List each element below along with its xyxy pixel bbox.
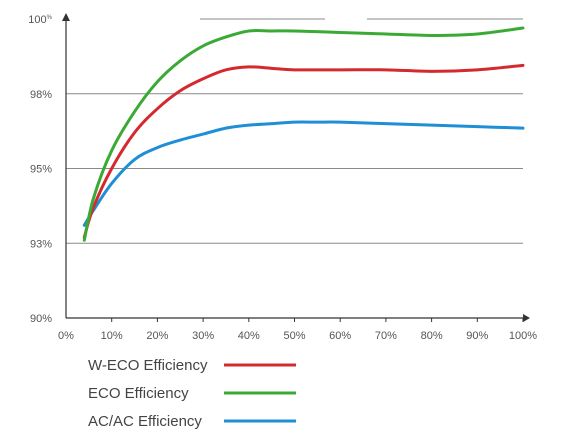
- x-tick-label: 30%: [192, 330, 214, 342]
- legend-label-eco-efficiency: ECO Efficiency: [88, 385, 189, 402]
- x-tick-label: 40%: [238, 330, 260, 342]
- series-line-w-eco-efficiency: [82, 63, 525, 239]
- x-tick-label: 90%: [466, 330, 488, 342]
- x-tick-label: 10%: [101, 330, 123, 342]
- x-tick-label: 100%: [509, 330, 537, 342]
- y-tick-label: 100%: [28, 14, 52, 26]
- grid-layer: [66, 18, 523, 244]
- y-tick-label: 90%: [30, 313, 52, 325]
- x-axis-arrow-icon: [523, 314, 530, 322]
- x-tick-label: 70%: [375, 330, 397, 342]
- y-tick-label: 93%: [30, 238, 52, 250]
- series-line-eco-efficiency: [82, 26, 525, 242]
- axis-layer: [62, 13, 530, 322]
- legend: W-ECO Efficiency ECO Efficiency AC/AC Effi…: [88, 357, 296, 430]
- y-tick-label: 98%: [30, 89, 52, 101]
- tick-label-layer: 0% 10% 20% 30% 40% 50% 60% 70% 80% 90% 100% 90% 93% 9…: [28, 14, 537, 342]
- legend-label-w-eco-efficiency: W-ECO Efficiency: [88, 357, 208, 374]
- legend-label-ac-ac-efficiency: AC/AC Efficiency: [88, 413, 202, 430]
- y-axis-arrow-icon: [62, 13, 70, 21]
- y-tick-label: 95%: [30, 164, 52, 176]
- series-layer: [82, 26, 525, 242]
- y-tick-label-superscript: %: [47, 15, 53, 21]
- x-tick-label: 0%: [58, 330, 74, 342]
- x-tick-label: 60%: [329, 330, 351, 342]
- series-line-ac-ac-efficiency: [82, 120, 525, 227]
- x-tick-label: 20%: [146, 330, 168, 342]
- x-tick-label: 50%: [283, 330, 305, 342]
- x-tick-label: 80%: [421, 330, 443, 342]
